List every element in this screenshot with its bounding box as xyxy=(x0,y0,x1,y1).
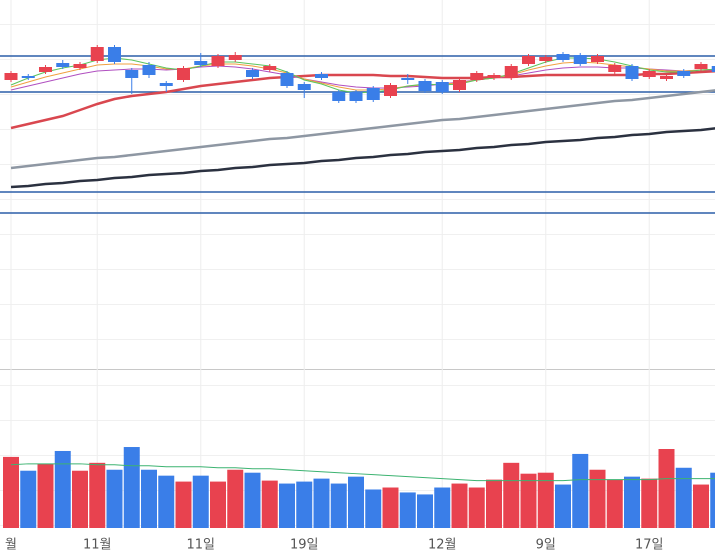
volume-bar xyxy=(520,473,537,528)
candle-body xyxy=(211,56,225,66)
candle-body xyxy=(56,63,70,67)
candle-body xyxy=(21,76,35,78)
volume-bar xyxy=(382,487,399,528)
candle-body xyxy=(315,74,328,78)
volume-bar xyxy=(606,479,623,528)
volume-bar xyxy=(451,483,468,528)
candle-body xyxy=(73,64,87,68)
volume-bar xyxy=(365,489,382,528)
candle-body xyxy=(453,80,466,90)
candle-body xyxy=(280,73,294,86)
x-tick-label: 12월 xyxy=(428,538,457,553)
volume-bar xyxy=(537,472,554,528)
candle-body xyxy=(108,47,121,62)
volume-bar xyxy=(486,479,502,528)
x-tick-label: 9일 xyxy=(536,538,556,553)
volume-bar xyxy=(279,483,295,528)
volume-bar xyxy=(641,478,658,528)
volume-bar xyxy=(555,484,571,528)
x-tick-label: 11일 xyxy=(186,538,215,553)
moving-average xyxy=(10,61,715,91)
candle-body xyxy=(487,75,501,78)
volume-bar xyxy=(54,450,71,528)
candle-body xyxy=(401,78,415,80)
volume-bar xyxy=(572,453,589,528)
volume-bar xyxy=(37,463,54,528)
candle-body xyxy=(4,73,18,80)
x-tick-label: 월 xyxy=(5,538,17,553)
candle-body xyxy=(332,92,346,101)
candle-body xyxy=(39,67,52,72)
volume-bar xyxy=(3,456,19,528)
volume-bar xyxy=(417,494,433,528)
x-tick-label: 17일 xyxy=(635,538,664,553)
volume-bar xyxy=(348,476,364,528)
volume-bar xyxy=(227,469,244,528)
candle-body xyxy=(435,82,449,92)
x-tick-label: 11월 xyxy=(83,538,112,553)
candle-body xyxy=(159,83,173,86)
volume-bar xyxy=(106,469,123,528)
volume-bar xyxy=(158,475,175,528)
volume-bar xyxy=(244,472,261,528)
candle-body xyxy=(573,55,587,64)
volume-bar xyxy=(658,449,675,528)
volume-bar xyxy=(330,483,347,528)
moving-average xyxy=(10,127,715,189)
x-tick-label: 19일 xyxy=(290,538,319,553)
volume-bar xyxy=(693,484,709,528)
moving-average xyxy=(10,65,715,91)
candle-body xyxy=(366,88,380,100)
candle-body xyxy=(418,81,432,91)
candle-body xyxy=(142,65,156,75)
volume-bar xyxy=(313,478,330,528)
candle-body xyxy=(711,66,715,72)
volume-bar xyxy=(175,481,192,528)
volume-bar xyxy=(589,469,606,528)
volume-bar xyxy=(399,492,416,528)
candle-body xyxy=(642,71,656,77)
candle-body xyxy=(125,70,139,78)
volume-bar xyxy=(261,480,278,528)
volume-bar xyxy=(675,467,692,528)
volume-bar xyxy=(503,462,520,528)
candle-body xyxy=(228,55,242,60)
volume-bar xyxy=(123,447,140,528)
volume-bar xyxy=(210,481,226,528)
volume-bar xyxy=(89,462,106,528)
moving-average xyxy=(10,89,715,170)
candle-body xyxy=(608,65,622,72)
candle-body xyxy=(677,71,691,76)
volume-moving-average xyxy=(10,463,715,482)
volume-bar xyxy=(434,487,451,528)
moving-average xyxy=(10,69,715,130)
candle-body xyxy=(297,84,311,90)
candle-body xyxy=(591,56,604,62)
candle-body xyxy=(660,76,673,79)
candle-body xyxy=(504,66,518,78)
volume-bar xyxy=(468,487,485,528)
volume-bar xyxy=(141,469,157,528)
candle-body xyxy=(694,64,708,69)
candle-body xyxy=(263,66,277,70)
candle-body xyxy=(625,66,639,79)
candle-body xyxy=(539,57,553,61)
volume-bar xyxy=(192,475,209,528)
volume-bar xyxy=(20,470,37,528)
candle-body xyxy=(90,47,104,61)
volume-bar xyxy=(72,470,88,528)
candle-body xyxy=(349,92,363,101)
candle-body xyxy=(177,68,190,80)
volume-bar xyxy=(624,476,640,528)
candle-body xyxy=(194,61,208,65)
volume-bar xyxy=(710,472,715,528)
candle-body xyxy=(522,56,535,64)
candle-body xyxy=(246,70,259,77)
candle-body xyxy=(556,54,570,60)
candle-body xyxy=(384,85,397,96)
candle-body xyxy=(470,73,484,80)
volume-bar xyxy=(296,481,313,528)
